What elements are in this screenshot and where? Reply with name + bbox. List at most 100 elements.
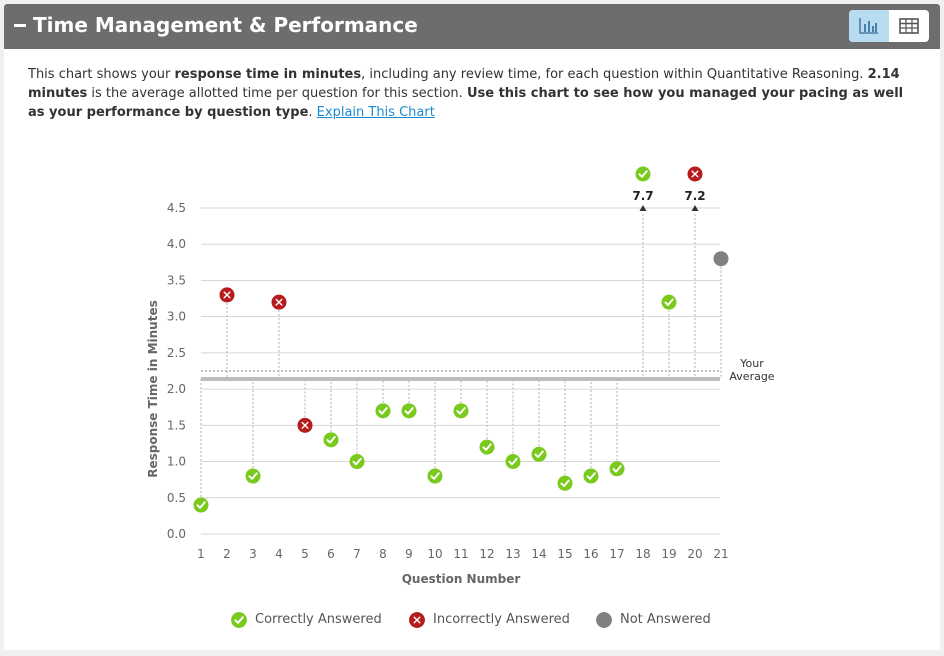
check-mark	[352, 457, 362, 466]
desc-text-2: , including any review time, for each qu…	[361, 67, 868, 82]
x-tick-label: 11	[453, 547, 468, 561]
y-tick-label: 0.0	[167, 527, 186, 541]
y-tick-label: 3.5	[167, 273, 186, 287]
y-tick-label: 1.5	[167, 418, 186, 432]
point-circle	[713, 251, 729, 267]
legend-incorrect-label: Incorrectly Answered	[433, 612, 570, 627]
x-tick-label: 20	[687, 547, 702, 561]
minus-icon[interactable]	[14, 24, 26, 27]
point-circle	[583, 468, 599, 484]
point-circle	[479, 439, 495, 455]
point-circle	[557, 475, 573, 491]
panel-title: Time Management & Performance	[33, 13, 418, 37]
chart-legend: Correctly Answered Incorrectly Answered …	[4, 610, 940, 632]
y-tick-label: 3.0	[167, 310, 186, 324]
check-mark	[430, 472, 440, 480]
point-circle	[193, 497, 209, 513]
data-point-incorrect	[687, 166, 703, 182]
desc-bold-3: Use this chart to see how you managed yo…	[28, 86, 904, 120]
x-tick-label: 1	[197, 547, 205, 561]
check-mark	[196, 501, 206, 509]
data-point-incorrect	[297, 417, 313, 433]
point-circle	[245, 468, 261, 484]
x-circle-icon	[409, 612, 425, 628]
legend-correct-label: Correctly Answered	[255, 612, 382, 627]
x-tick-label: 10	[427, 547, 442, 561]
data-point-correct	[505, 454, 521, 470]
data-point-correct	[193, 497, 209, 513]
point-circle	[505, 454, 521, 470]
desc-text-4: .	[308, 105, 317, 120]
check-mark	[664, 298, 674, 306]
data-point-correct	[427, 468, 443, 484]
x-tick-label: 17	[609, 547, 624, 561]
data-point-incorrect	[219, 287, 235, 303]
desc-bold-1: response time in minutes	[174, 67, 362, 82]
data-point-correct	[401, 403, 417, 419]
data-point-correct	[453, 403, 469, 419]
x-tick-label: 4	[275, 547, 283, 561]
x-tick-label: 9	[405, 547, 413, 561]
desc-text-3: is the average allotted time per questio…	[87, 86, 467, 101]
x-tick-label: 21	[713, 547, 728, 561]
x-tick-label: 16	[583, 547, 598, 561]
desc-bold-2: 2.14 minutes	[28, 67, 900, 101]
desc-text-1: This chart shows your	[28, 67, 175, 82]
point-circle	[427, 468, 443, 484]
x-axis-label: Question Number	[402, 572, 521, 586]
time-management-panel: Time Management & Performance	[4, 4, 940, 650]
x-tick-label: 14	[531, 547, 546, 561]
point-circle	[635, 166, 651, 182]
table-icon	[899, 18, 919, 34]
x-tick-label: 15	[557, 547, 572, 561]
x-tick-label: 2	[223, 547, 231, 561]
data-point-correct	[609, 461, 625, 477]
check-mark	[326, 436, 336, 444]
x-mark	[275, 298, 283, 306]
check-circle-icon	[231, 612, 247, 628]
x-mark	[691, 170, 699, 178]
x-tick-label: 7	[353, 547, 361, 561]
data-point-correct	[583, 468, 599, 484]
check-mark	[612, 465, 622, 473]
x-mark	[223, 291, 231, 299]
legend-not-answered-label: Not Answered	[620, 612, 711, 627]
x-tick-label: 8	[379, 547, 387, 561]
y-tick-label: 4.5	[167, 201, 186, 215]
point-circle	[375, 403, 391, 419]
average-label: Average	[729, 370, 774, 383]
bar-chart-icon	[859, 18, 878, 34]
data-point-correct	[375, 403, 391, 419]
check-mark	[534, 450, 544, 459]
data-point-correct	[245, 468, 261, 484]
table-view-button[interactable]	[889, 10, 929, 42]
view-toggle	[849, 10, 929, 42]
data-point-correct	[635, 166, 651, 182]
check-mark	[456, 407, 466, 415]
data-point-correct	[531, 446, 547, 462]
x-tick-label: 18	[635, 547, 650, 561]
overflow-arrow	[691, 205, 699, 211]
explain-chart-link[interactable]: Explain This Chart	[316, 105, 435, 120]
point-circle	[661, 294, 677, 310]
chart-description: This chart shows your response time in m…	[28, 65, 918, 122]
x-tick-label: 19	[661, 547, 676, 561]
overflow-value-label: 7.2	[684, 189, 705, 203]
check-mark	[378, 407, 388, 415]
x-tick-label: 3	[249, 547, 257, 561]
x-mark	[301, 421, 309, 429]
point-circle	[609, 461, 625, 477]
data-point-correct	[661, 294, 677, 310]
x-tick-label: 13	[505, 547, 520, 561]
point-circle	[531, 446, 547, 462]
chart-view-button[interactable]	[849, 10, 889, 42]
y-axis-label: Response Time in Minutes	[146, 300, 160, 477]
check-mark	[248, 472, 258, 480]
point-circle	[401, 403, 417, 419]
point-circle	[453, 403, 469, 419]
check-mark	[482, 443, 492, 451]
point-circle	[323, 432, 339, 448]
gray-circle-icon	[596, 612, 612, 628]
y-tick-label: 1.0	[167, 455, 186, 469]
x-tick-label: 12	[479, 547, 494, 561]
